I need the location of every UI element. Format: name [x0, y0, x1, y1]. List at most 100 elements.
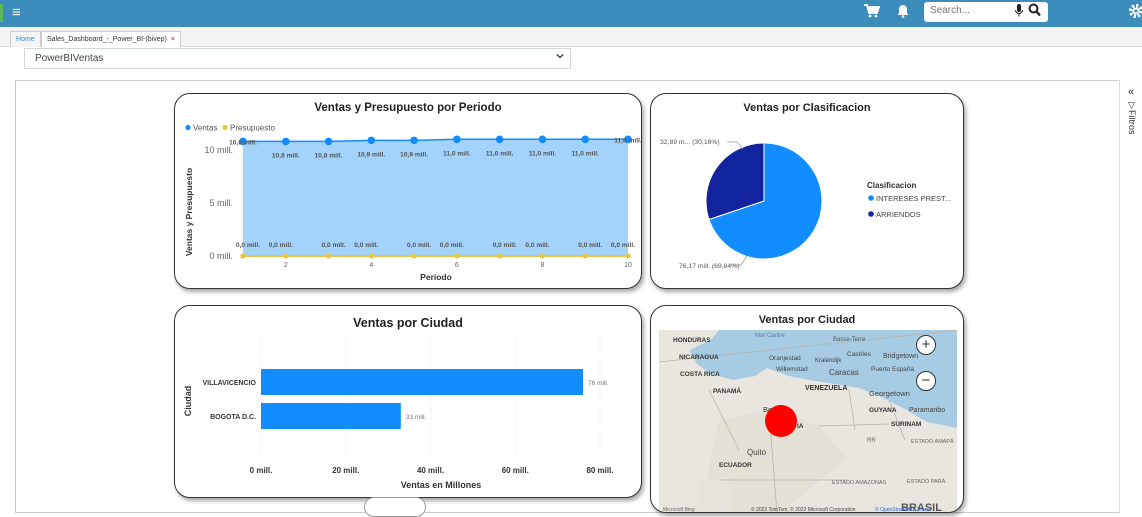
map-label: Caracas — [829, 368, 859, 377]
data-label-ventas: 10,8 mill. — [315, 152, 343, 159]
map-label: BRASIL — [901, 502, 942, 513]
x-tick-label: 6 — [455, 262, 459, 269]
zoom-out-button[interactable]: − — [916, 371, 936, 391]
data-label-presupuesto: 0,0 mill. — [269, 242, 293, 249]
data-label-presupuesto: 0,0 mill. — [493, 242, 517, 249]
area-fill-ventas — [243, 139, 628, 256]
search-input[interactable] — [930, 5, 1010, 16]
x-tick-label: 4 — [369, 262, 373, 269]
data-point-presupuesto[interactable] — [539, 253, 546, 259]
area-chart-card[interactable]: Ventas y Presupuesto por Periodo Ventas … — [174, 93, 642, 289]
category-label: BOGOTA D.C. — [210, 414, 256, 421]
map-label: Basse-Terre — [833, 337, 866, 343]
tab-sales-dashboard[interactable]: Sales_Dashboard_-_Power_BI-(bivep) × — [41, 31, 181, 47]
data-point-ventas[interactable] — [324, 137, 333, 146]
map-label: ESTADO AMAZONAS — [832, 480, 887, 486]
pie-legend-item-1: ARRIENDOS — [876, 210, 921, 219]
map-label: Puerto España — [871, 366, 914, 373]
map-label: ESTADO PARÁ — [907, 478, 946, 485]
y-axis-title: Ciudad — [183, 386, 193, 417]
map-label: Bridgetown — [883, 353, 918, 360]
data-point-presupuesto[interactable] — [368, 253, 374, 259]
report-select-value: PowerBIVentas — [35, 53, 104, 64]
map-title: Ventas por Ciudad — [758, 314, 856, 326]
data-point-ventas[interactable] — [495, 135, 504, 144]
filter-icon: ▽ — [1128, 100, 1135, 110]
data-point-presupuesto[interactable] — [625, 253, 631, 259]
data-point-presupuesto[interactable] — [454, 253, 460, 259]
bar-chart-card[interactable]: Ventas por Ciudad Ciudad Ventas en Millo… — [174, 305, 642, 498]
x-tick-label: 8 — [540, 262, 544, 269]
map-label: ESTADO AMAPÁ — [911, 438, 954, 445]
map-label: SURINAM — [891, 421, 921, 428]
map-label: Kralendijk — [815, 358, 842, 364]
data-point-presupuesto[interactable] — [497, 253, 503, 259]
data-label-ventas: 11,0 mill. — [614, 137, 642, 144]
data-point-presupuesto[interactable] — [582, 253, 588, 259]
cart-icon[interactable] — [864, 4, 881, 21]
pie-data-label: 76,17 mill. (69,84%) — [679, 263, 739, 270]
x-tick-label: 10 — [624, 262, 632, 269]
tab-home[interactable]: Home — [10, 31, 41, 47]
tab-label: Sales_Dashboard_-_Power_BI-(bivep) — [47, 36, 167, 43]
gear-icon[interactable] — [1128, 3, 1142, 22]
data-label-ventas: 10,9 mill. — [357, 151, 385, 158]
data-point-ventas[interactable] — [624, 135, 632, 144]
data-point-presupuesto[interactable] — [411, 253, 417, 259]
data-point-presupuesto[interactable] — [325, 253, 332, 259]
bar[interactable] — [261, 369, 584, 395]
map-label: PANAMÁ — [713, 386, 741, 395]
y-axis-title: Ventas y Presupuesto — [184, 168, 194, 256]
data-point-ventas[interactable] — [367, 136, 376, 145]
hamburger-icon[interactable]: ≡ — [12, 4, 21, 21]
pie-legend-dot-1 — [868, 211, 874, 217]
report-select[interactable]: PowerBIVentas — [24, 48, 571, 69]
chart-title: Ventas por Ciudad — [353, 316, 463, 330]
data-point-ventas[interactable] — [538, 135, 547, 144]
bar[interactable] — [261, 403, 401, 429]
pie-chart-card[interactable]: Ventas por Clasificacion Clasificacion I… — [650, 93, 964, 289]
page-nav-pill[interactable] — [364, 497, 426, 517]
search-icon[interactable] — [1028, 3, 1041, 20]
collapse-icon[interactable]: « — [1128, 86, 1135, 98]
map-data-bubble[interactable] — [765, 405, 797, 437]
bar-value-label: 33 mill. — [406, 414, 427, 421]
filters-pane[interactable]: « ▽ Filtros — [1119, 80, 1142, 513]
bar-chart: Ciudad Ventas en Millones 0 mill. 20 mill… — [183, 336, 614, 490]
map-attribution-link[interactable]: © OpenStreetMap Terms — [875, 506, 931, 513]
data-point-presupuesto[interactable] — [240, 253, 246, 259]
map-canvas[interactable]: HONDURAS Mar Caribe Basse-Terre NICARAGU… — [659, 330, 957, 513]
map-label: COSTA RICA — [680, 371, 720, 378]
legend-ventas-dot — [185, 124, 191, 131]
map-label: GUYANA — [869, 407, 897, 414]
data-point-presupuesto[interactable] — [283, 253, 289, 259]
data-point-ventas[interactable] — [581, 135, 590, 144]
zoom-in-button[interactable]: + — [916, 335, 936, 355]
x-tick-label: 80 mill. — [586, 466, 613, 475]
pie-slice[interactable] — [705, 142, 765, 221]
tab-bar: Home Sales_Dashboard_-_Power_BI-(bivep) … — [0, 27, 1142, 47]
data-point-ventas[interactable] — [453, 135, 461, 144]
category-label: VILLAVICENCIO — [202, 380, 256, 387]
map-label: RR — [867, 438, 876, 444]
data-label-ventas: 11,0 mill. — [571, 150, 599, 157]
data-label-presupuesto: 0,0 mill. — [354, 242, 378, 249]
filters-label: Filtros — [1127, 110, 1137, 135]
leader-line — [731, 255, 748, 266]
pie-legend-title: Clasificacion — [867, 181, 916, 190]
microphone-icon[interactable] — [1015, 4, 1023, 20]
map-label: Quito — [747, 448, 767, 457]
close-icon[interactable]: × — [170, 36, 175, 43]
map-borders — [659, 330, 957, 512]
pie-slice[interactable] — [708, 142, 823, 260]
x-tick-label: 0 mill. — [250, 466, 273, 475]
legend-presupuesto: Presupuesto — [230, 124, 275, 133]
bell-icon[interactable] — [897, 4, 909, 21]
search-box[interactable] — [924, 2, 1048, 22]
data-point-ventas[interactable] — [281, 137, 290, 146]
data-point-ventas[interactable] — [410, 136, 418, 145]
data-point-ventas[interactable] — [239, 137, 247, 146]
map-card[interactable]: Ventas por Ciudad HONDURAS Mar Caribe Ba… — [650, 305, 964, 513]
data-label-ventas: 10,8 mill. — [272, 152, 300, 159]
bar-value-label: 76 mill. — [588, 380, 609, 387]
